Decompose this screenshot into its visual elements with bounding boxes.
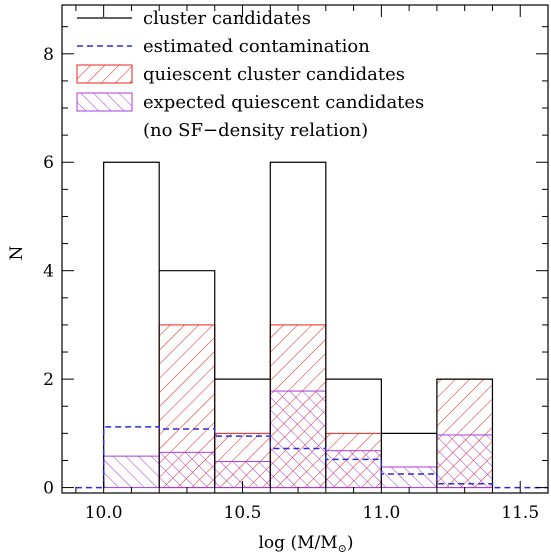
legend-note: (no SF−density relation) — [143, 120, 368, 141]
legend-swatch-hatch — [76, 64, 133, 84]
expected-quiescent-bar — [103, 455, 160, 489]
axes: 10.0 10.5 11.0 11.5 0 2 4 6 8 — [43, 4, 549, 523]
legend-swatch-hatch — [76, 92, 133, 112]
expected-quiescent-bar — [269, 390, 327, 489]
plot-marks — [75, 161, 548, 489]
plot-frame — [61, 4, 549, 494]
y-tick-label: 4 — [43, 262, 54, 282]
y-tick-label: 2 — [43, 370, 54, 390]
contamination-line — [75, 426, 548, 489]
y-tick-label: 6 — [43, 153, 54, 173]
expected-quiescent-bar — [158, 451, 216, 489]
legend: cluster candidates estimated contaminatio… — [76, 8, 424, 141]
expected-quiescent-bar — [380, 466, 438, 489]
x-axis-label: log (M/M⊙) — [259, 533, 354, 554]
x-tick-label: 10.0 — [85, 503, 123, 523]
y-tick-label: 0 — [43, 479, 54, 499]
x-tick-label: 10.5 — [224, 503, 262, 523]
expected-quiescent-bar — [436, 434, 493, 489]
y-axis-label: N — [7, 245, 27, 260]
legend-estimated-contamination: estimated contamination — [143, 36, 370, 57]
x-tick-label: 11.5 — [501, 503, 539, 523]
y-tick-label: 8 — [43, 45, 54, 65]
expected-quiescent-bar — [325, 450, 382, 489]
cluster-candidates-line — [103, 161, 494, 488]
x-tick-label: 11.0 — [362, 503, 400, 523]
legend-quiescent-cluster-candidates: quiescent cluster candidates — [143, 64, 405, 85]
legend-cluster-candidates: cluster candidates — [143, 8, 311, 29]
legend-expected-quiescent-candidates: expected quiescent candidates — [143, 92, 424, 113]
